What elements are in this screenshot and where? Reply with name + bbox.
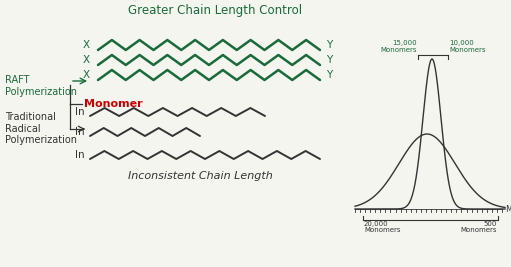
Text: 500
Monomers: 500 Monomers: [460, 221, 497, 234]
Text: 20,000
Monomers: 20,000 Monomers: [364, 221, 401, 234]
Text: In: In: [76, 150, 85, 160]
Text: RAFT
Polymerization: RAFT Polymerization: [5, 75, 77, 97]
Text: In: In: [76, 127, 85, 137]
Text: In: In: [76, 107, 85, 117]
Text: Traditional
Radical
Polymerization: Traditional Radical Polymerization: [5, 112, 77, 145]
Text: Greater Chain Length Control: Greater Chain Length Control: [128, 4, 302, 17]
Text: Inconsistent Chain Length: Inconsistent Chain Length: [128, 171, 272, 181]
Text: Monomer: Monomer: [84, 99, 143, 109]
Text: X: X: [83, 55, 90, 65]
Text: 15,000
Monomers: 15,000 Monomers: [381, 41, 417, 53]
Text: Y: Y: [326, 70, 332, 80]
Text: 10,000
Monomers: 10,000 Monomers: [449, 41, 485, 53]
Text: Y: Y: [326, 55, 332, 65]
Text: X: X: [83, 40, 90, 50]
Text: MW: MW: [505, 205, 511, 214]
Text: X: X: [83, 70, 90, 80]
Text: Y: Y: [326, 40, 332, 50]
